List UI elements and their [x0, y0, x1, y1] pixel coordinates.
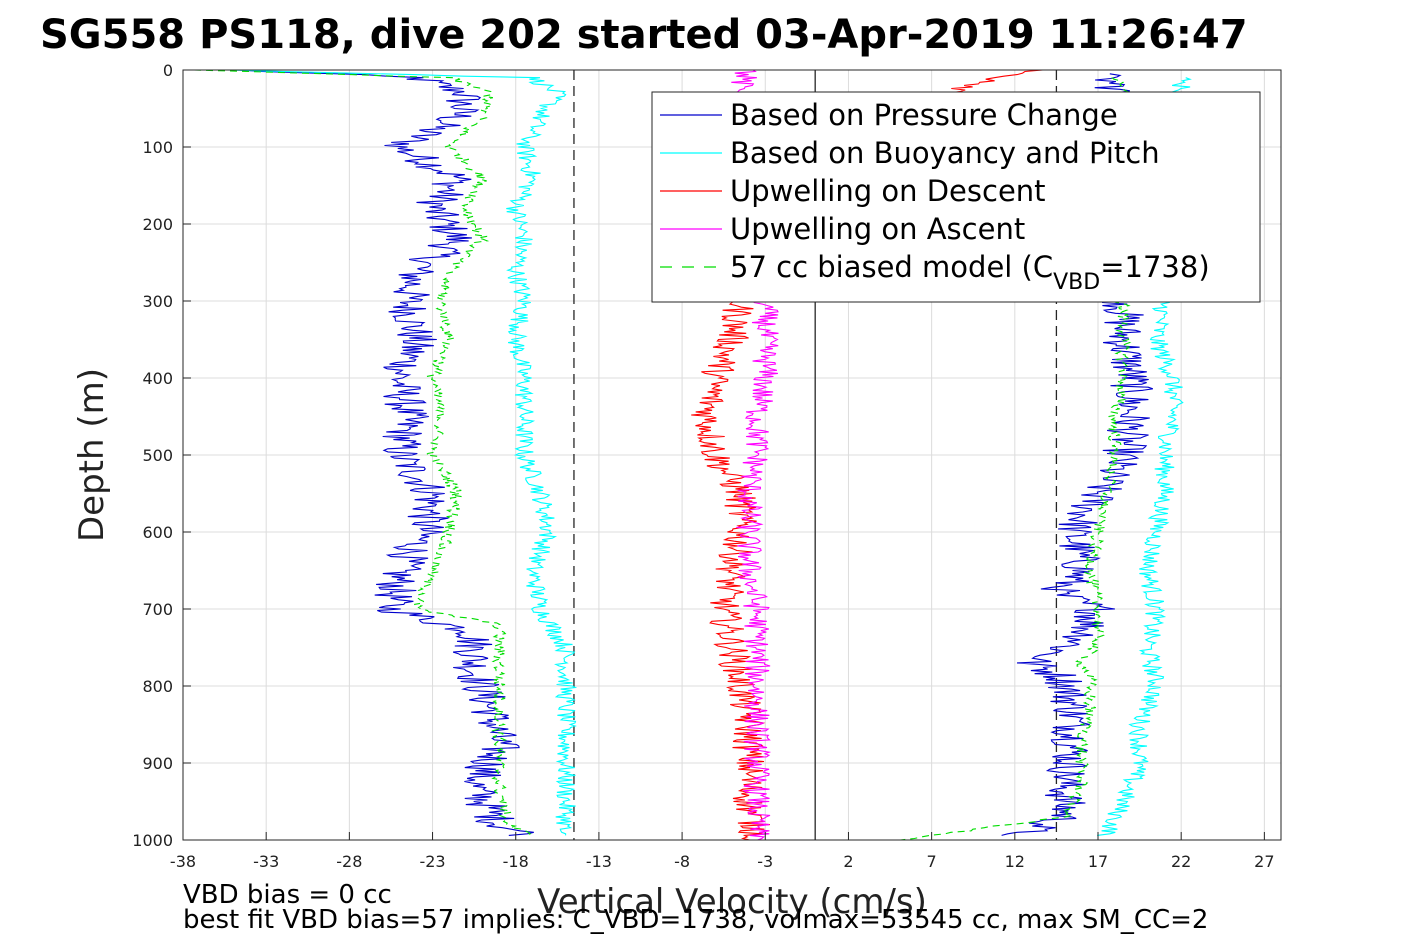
x-tick-labels: -38 -33 -28 -23 -18 -13 -8 -3 2 7 12 17 22 27: [170, 832, 1275, 871]
x-tick-label: -23: [419, 852, 445, 871]
y-tick-label: 600: [142, 523, 173, 542]
x-tick-label: 12: [1005, 852, 1025, 871]
legend-label: Based on Pressure Change: [730, 98, 1118, 132]
x-tick-label: -28: [336, 852, 362, 871]
footer-best-fit: best fit VBD bias=57 implies: C_VBD=1738…: [183, 905, 1208, 935]
legend-label-text: 57 cc biased model (C: [730, 250, 1053, 284]
series-line: [1097, 300, 1184, 836]
y-tick-label: 800: [142, 677, 173, 696]
x-tick-label: 7: [927, 852, 937, 871]
legend-label: Upwelling on Ascent: [730, 212, 1025, 246]
y-tick-label: 0: [163, 61, 173, 80]
series-line: [239, 69, 534, 836]
y-tick-labels: 0 100 200 300 400 500 600 700 800 900 1000: [132, 61, 191, 850]
legend-label-text: Upwelling on Descent: [730, 174, 1046, 208]
legend-label-text: Based on Buoyancy and Pitch: [730, 136, 1160, 170]
y-axis-label: Depth (m): [72, 368, 112, 542]
legend-label-text: Based on Pressure Change: [730, 98, 1118, 132]
footer-vbd-bias: VBD bias = 0 cc: [183, 880, 392, 910]
legend-box: [651, 91, 1261, 303]
x-tick-label: -38: [170, 852, 196, 871]
x-tick-label: -3: [757, 852, 773, 871]
y-tick-label: 400: [142, 369, 173, 388]
x-tick-label: 2: [843, 852, 853, 871]
y-tick-label: 500: [142, 446, 173, 465]
legend-label: 57 cc biased model (CVBD=1738): [730, 250, 1210, 295]
y-tick-label: 1000: [132, 831, 173, 850]
x-tick-label: -13: [586, 852, 612, 871]
x-tick-label: -18: [503, 852, 529, 871]
legend-subscript: VBD: [1053, 270, 1100, 295]
x-tick-label: -33: [253, 852, 279, 871]
x-tick-label: 27: [1254, 852, 1274, 871]
y-tick-label: 900: [142, 754, 173, 773]
y-tick-label: 700: [142, 600, 173, 619]
y-tick-label: 300: [142, 292, 173, 311]
y-tick-label: 100: [142, 138, 173, 157]
x-tick-label: 17: [1088, 852, 1108, 871]
legend: Based on Pressure Change Based on Buoyanc…: [651, 91, 1261, 303]
legend-label-text: Upwelling on Ascent: [730, 212, 1025, 246]
series-line: [193, 69, 532, 836]
series-line: [1001, 300, 1153, 836]
x-tick-label: 22: [1171, 852, 1191, 871]
legend-suffix: =1738): [1100, 250, 1209, 284]
x-axis-label: Vertical Velocity (cm/s): [537, 882, 927, 922]
x-tick-label: -8: [674, 852, 690, 871]
legend-label: Based on Buoyancy and Pitch: [730, 136, 1160, 170]
series-line: [226, 69, 578, 836]
y-tick-label: 200: [142, 215, 173, 234]
legend-label: Upwelling on Descent: [730, 174, 1046, 208]
chart-title: SG558 PS118, dive 202 started 03-Apr-201…: [40, 12, 1248, 58]
series-line: [900, 300, 1132, 841]
